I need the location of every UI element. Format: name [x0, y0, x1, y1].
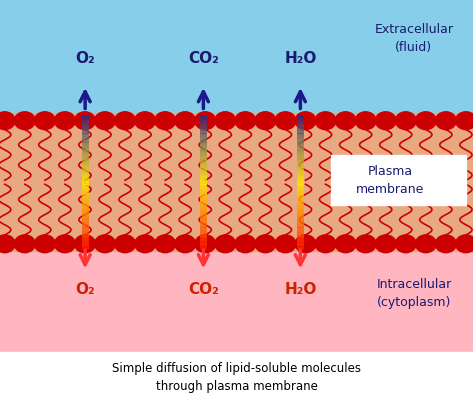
Circle shape: [215, 112, 236, 130]
Circle shape: [255, 235, 276, 253]
Circle shape: [114, 112, 135, 130]
Bar: [0, 251, 473, 352]
Circle shape: [455, 112, 473, 130]
Circle shape: [195, 112, 216, 130]
Circle shape: [195, 235, 216, 253]
Circle shape: [54, 112, 75, 130]
Circle shape: [315, 112, 336, 130]
Bar: [0, 113, 473, 251]
Circle shape: [215, 235, 236, 253]
Circle shape: [135, 112, 156, 130]
Circle shape: [95, 112, 115, 130]
Circle shape: [95, 235, 115, 253]
Circle shape: [295, 112, 316, 130]
Circle shape: [375, 235, 396, 253]
Circle shape: [155, 235, 175, 253]
FancyBboxPatch shape: [331, 155, 466, 205]
Circle shape: [75, 112, 96, 130]
Circle shape: [355, 235, 376, 253]
Text: CO₂: CO₂: [188, 282, 219, 297]
Circle shape: [0, 235, 15, 253]
Circle shape: [395, 112, 416, 130]
Circle shape: [175, 112, 196, 130]
Text: Simple diffusion of lipid-soluble molecules
through plasma membrane: Simple diffusion of lipid-soluble molecu…: [112, 362, 361, 393]
Circle shape: [275, 235, 296, 253]
Text: H₂O: H₂O: [284, 282, 316, 297]
Circle shape: [54, 235, 75, 253]
Text: CO₂: CO₂: [188, 51, 219, 66]
Circle shape: [135, 235, 156, 253]
Circle shape: [75, 235, 96, 253]
Circle shape: [114, 235, 135, 253]
Circle shape: [14, 235, 35, 253]
Text: Plasma
membrane: Plasma membrane: [356, 165, 424, 196]
Circle shape: [415, 112, 436, 130]
Circle shape: [175, 235, 196, 253]
Circle shape: [155, 112, 175, 130]
Circle shape: [375, 112, 396, 130]
Circle shape: [295, 235, 316, 253]
Circle shape: [14, 112, 35, 130]
Circle shape: [315, 235, 336, 253]
Text: O₂: O₂: [75, 282, 95, 297]
Circle shape: [35, 112, 55, 130]
Circle shape: [436, 235, 456, 253]
Circle shape: [0, 112, 15, 130]
Circle shape: [415, 235, 436, 253]
Circle shape: [275, 112, 296, 130]
Circle shape: [35, 235, 55, 253]
Bar: [0, 0, 473, 113]
Circle shape: [235, 112, 256, 130]
Text: Extracellular
(fluid): Extracellular (fluid): [374, 23, 454, 54]
Text: O₂: O₂: [75, 51, 95, 66]
Text: Intracellular
(cytoplasm): Intracellular (cytoplasm): [376, 278, 452, 309]
Circle shape: [335, 112, 356, 130]
Circle shape: [335, 235, 356, 253]
Circle shape: [255, 112, 276, 130]
Circle shape: [455, 235, 473, 253]
Circle shape: [395, 235, 416, 253]
Circle shape: [235, 235, 256, 253]
Bar: [0, 352, 473, 405]
Text: H₂O: H₂O: [284, 51, 316, 66]
Circle shape: [355, 112, 376, 130]
Circle shape: [436, 112, 456, 130]
